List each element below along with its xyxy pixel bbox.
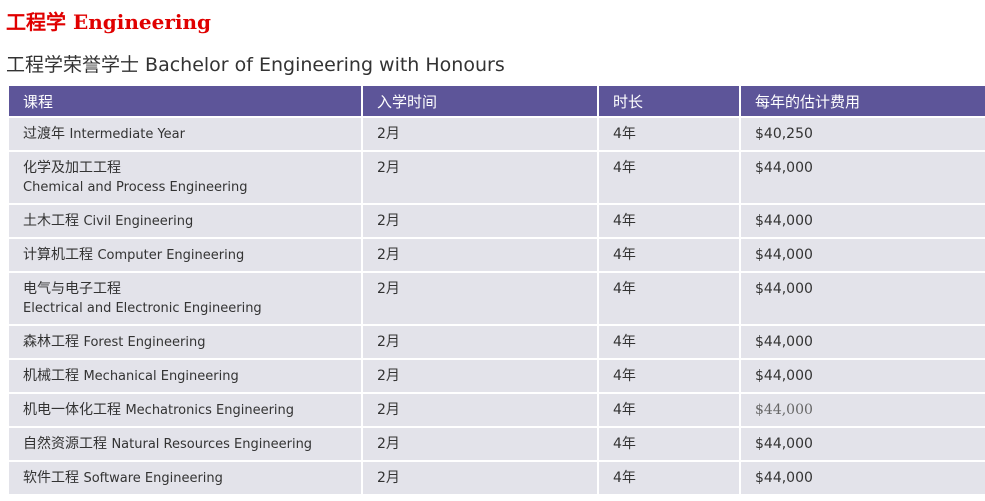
course-name-zh: 机械工程 [23,368,79,384]
fee-cell: $40,250 [741,118,985,150]
course-cell: 自然资源工程 Natural Resources Engineering [9,428,361,460]
table-row: 电气与电子工程 Electrical and Electronic Enginee… [9,273,985,324]
course-name-en: Chemical and Process Engineering [23,180,248,195]
table-row: 森林工程 Forest Engineering 2月 4年 $44,000 [9,326,985,358]
intake-cell: 2月 [363,326,597,358]
course-name-zh: 计算机工程 [23,247,93,263]
course-name-zh: 软件工程 [23,470,79,486]
degree-title: 工程学荣誉学士 Bachelor of Engineering with Hon… [6,54,505,76]
header-intake: 入学时间 [363,86,597,116]
course-cell: 化学及加工工程 Chemical and Process Engineering [9,152,361,203]
course-cell: 机械工程 Mechanical Engineering [9,360,361,392]
fee-cell: $44,000 [741,462,985,494]
course-cell: 机电一体化工程 Mechatronics Engineering [9,394,361,426]
course-name-en: Computer Engineering [97,248,245,263]
page-title: 工程学 Engineering [6,10,211,34]
table-row: 软件工程 Software Engineering 2月 4年 $44,000 [9,462,985,494]
course-cell: 土木工程 Civil Engineering [9,205,361,237]
course-table: 课程 入学时间 时长 每年的估计费用 过渡年 Intermediate Year… [7,84,985,496]
duration-cell: 4年 [599,326,739,358]
course-name-en: Electrical and Electronic Engineering [23,301,262,316]
intake-cell: 2月 [363,239,597,271]
fee-cell: $44,000 [741,273,985,324]
duration-cell: 4年 [599,118,739,150]
course-name-zh: 电气与电子工程 [23,281,121,297]
course-cell: 电气与电子工程 Electrical and Electronic Enginee… [9,273,361,324]
course-name-en: Software Engineering [83,471,223,486]
duration-cell: 4年 [599,394,739,426]
course-cell: 软件工程 Software Engineering [9,462,361,494]
header-duration: 时长 [599,86,739,116]
course-name-en: Natural Resources Engineering [111,437,313,452]
intake-cell: 2月 [363,205,597,237]
fee-cell: $44,000 [741,326,985,358]
course-cell: 森林工程 Forest Engineering [9,326,361,358]
intake-cell: 2月 [363,394,597,426]
course-name-zh: 土木工程 [23,213,79,229]
course-name-en: Mechanical Engineering [83,369,239,384]
header-fee: 每年的估计费用 [741,86,985,116]
table-row: 过渡年 Intermediate Year 2月 4年 $40,250 [9,118,985,150]
duration-cell: 4年 [599,462,739,494]
fee-cell: $44,000 [741,239,985,271]
table-row: 机械工程 Mechanical Engineering 2月 4年 $44,000 [9,360,985,392]
header-course: 课程 [9,86,361,116]
course-name-zh: 自然资源工程 [23,436,107,452]
course-name-en: Intermediate Year [69,127,185,142]
table-row: 化学及加工工程 Chemical and Process Engineering 2… [9,152,985,203]
course-name-en: Mechatronics Engineering [125,403,295,418]
course-name-zh: 森林工程 [23,334,79,350]
intake-cell: 2月 [363,273,597,324]
fee-cell: $44,000 [741,394,985,426]
duration-cell: 4年 [599,360,739,392]
course-name-zh: 机电一体化工程 [23,402,121,418]
table-row: 机电一体化工程 Mechatronics Engineering 2月 4年 $44,… [9,394,985,426]
duration-cell: 4年 [599,152,739,203]
table-row: 计算机工程 Computer Engineering 2月 4年 $44,000 [9,239,985,271]
intake-cell: 2月 [363,118,597,150]
duration-cell: 4年 [599,205,739,237]
course-cell: 过渡年 Intermediate Year [9,118,361,150]
fee-cell: $44,000 [741,152,985,203]
course-cell: 计算机工程 Computer Engineering [9,239,361,271]
fee-cell: $44,000 [741,360,985,392]
intake-cell: 2月 [363,428,597,460]
table-row: 土木工程 Civil Engineering 2月 4年 $44,000 [9,205,985,237]
fee-cell: $44,000 [741,205,985,237]
course-name-zh: 化学及加工工程 [23,160,121,176]
table-header: 课程 入学时间 时长 每年的估计费用 [9,86,985,116]
course-name-en: Forest Engineering [83,335,206,350]
intake-cell: 2月 [363,360,597,392]
intake-cell: 2月 [363,152,597,203]
course-name-zh: 过渡年 [23,126,65,142]
course-name-en: Civil Engineering [83,214,194,229]
table-row: 自然资源工程 Natural Resources Engineering 2月 4年… [9,428,985,460]
duration-cell: 4年 [599,239,739,271]
duration-cell: 4年 [599,273,739,324]
duration-cell: 4年 [599,428,739,460]
fee-cell: $44,000 [741,428,985,460]
intake-cell: 2月 [363,462,597,494]
